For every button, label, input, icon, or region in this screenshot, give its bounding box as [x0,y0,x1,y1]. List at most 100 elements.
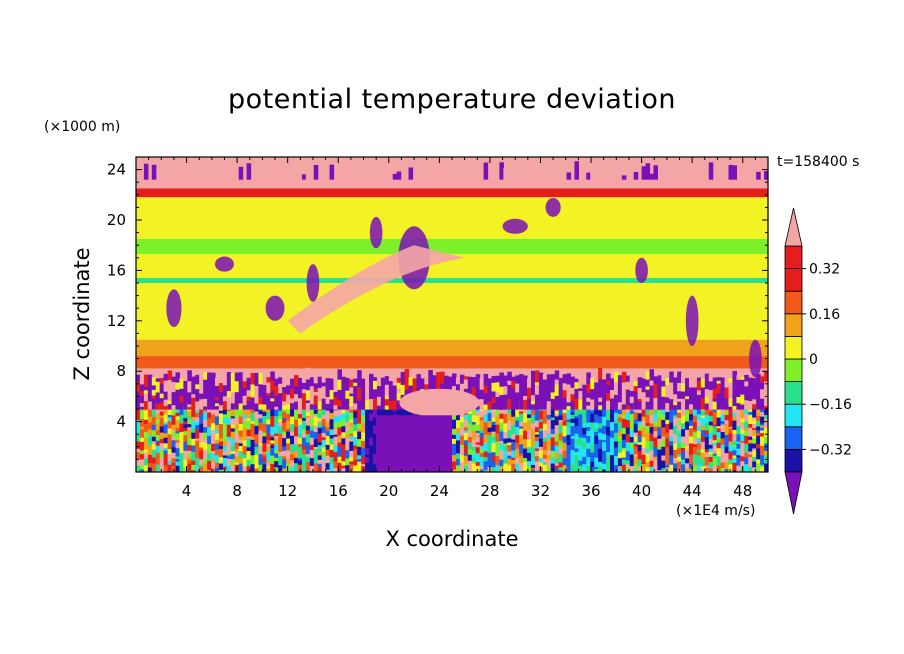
field-cell [554,395,560,404]
field-cell [700,436,706,442]
field-cell [333,404,339,410]
field-cell [463,439,469,445]
field-cell [708,468,714,472]
field-cell [527,407,532,415]
field-cell [230,421,236,425]
field-cell [266,399,271,410]
field-cell [199,398,204,410]
field-cell [752,447,757,451]
field-cell [475,424,481,431]
field-cell [594,431,599,436]
field-cell [159,417,165,427]
field-cell [139,428,145,438]
field-cell [590,398,595,407]
field-cell [218,414,224,425]
field-cell [274,406,279,410]
field-cell [550,384,556,390]
field-cell [266,465,271,469]
field-cell [515,448,520,458]
field-cell [558,414,564,421]
field-cell [613,455,619,466]
field-plume [635,257,648,283]
field-cell [147,444,153,455]
field-cell [191,427,196,433]
field-cell [495,455,500,466]
field-cell [661,438,666,447]
field-cell [554,424,560,434]
field-cell [238,416,244,425]
field-cell [744,430,749,436]
field-cell [645,440,651,450]
field-cell [542,458,548,463]
field-cell [712,408,718,413]
field-cell [558,421,564,425]
field-cell [507,371,512,381]
field-cell [203,462,208,472]
field-cell [452,460,457,470]
field-cell [305,441,311,450]
field-cell [388,393,394,401]
field-cell [475,374,481,385]
field-cell [471,461,477,464]
field-cell [610,437,615,440]
field-cell [613,440,619,448]
field-cell [542,373,548,380]
field-cell [187,463,192,472]
field-cell [606,454,611,465]
field-cell [661,459,666,469]
field-cell [396,382,402,389]
field-cell [199,466,204,472]
field-cell [673,416,678,426]
field-cell [234,457,240,463]
field-cell [681,441,686,448]
field-cell [617,421,623,432]
field-cell [238,435,244,440]
field-cell [479,416,485,421]
field-cell [534,384,540,395]
field-cell [258,453,263,460]
field-cell [491,436,497,441]
field-cell [649,460,655,467]
field-cell [329,434,335,439]
field-cell [294,435,299,445]
field-cell [143,448,149,453]
field-cell [195,440,200,449]
field-cell [681,408,686,416]
field-cell [681,422,686,430]
field-cell [242,445,248,455]
field-cell [665,402,670,410]
field-cell [167,379,173,392]
field-cell [594,398,599,410]
colorbar-bin [784,381,803,405]
field-cell [704,409,710,416]
field-cell [507,380,512,385]
field-cell [222,450,228,456]
field-cell [195,388,200,396]
field-cell [566,439,572,445]
field-cell [475,448,481,454]
field-cell [531,414,536,424]
field-cell [637,377,643,384]
field-cell [495,404,500,410]
field-cell [313,462,319,472]
field-cell [278,415,283,420]
field-cell [527,420,532,431]
field-cell [546,414,552,420]
field-cell [195,457,200,467]
field-cell [550,462,556,472]
field-cell [720,393,726,402]
field-cell [712,411,718,421]
field-cell [321,459,327,469]
colorbar: 0.320.160−0.16−0.32 [784,207,852,515]
field-cell [238,430,244,437]
field-cell [708,415,714,422]
field-cell [262,373,267,382]
field-cell [278,377,283,384]
field-cell [677,390,682,399]
field-cell [282,392,287,402]
field-cell [246,437,252,448]
field-cell [163,449,169,454]
field-cell [657,469,662,472]
field-cell [294,426,299,437]
field-cell [345,377,350,383]
